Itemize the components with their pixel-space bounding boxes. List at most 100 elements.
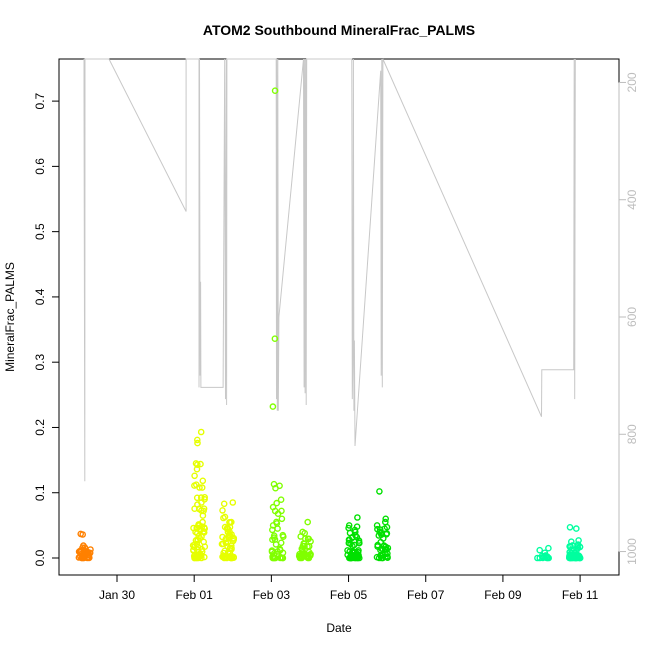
data-point <box>536 546 544 554</box>
data-point <box>305 535 313 543</box>
data-point <box>279 533 287 541</box>
data-point <box>384 544 392 552</box>
data-point <box>349 549 357 556</box>
altitude-line <box>83 58 576 482</box>
data-point <box>301 542 308 550</box>
data-point <box>194 543 202 551</box>
data-point <box>200 553 208 561</box>
data-point <box>305 554 313 562</box>
y-tick-label: 0.7 <box>33 92 47 109</box>
data-point <box>222 553 230 560</box>
data-point <box>192 481 200 489</box>
y2-axis: 200 400 600 800 1000 <box>618 72 639 565</box>
data-point <box>201 525 208 533</box>
data-point <box>354 514 361 521</box>
data-point <box>220 514 227 522</box>
data-point <box>79 531 86 538</box>
y2-tick-label: 800 <box>625 424 639 444</box>
data-point <box>194 554 202 562</box>
data-point <box>197 428 205 436</box>
data-point <box>379 554 387 562</box>
y-tick-label: 0.6 <box>33 158 47 175</box>
data-point <box>569 542 576 549</box>
data-point <box>78 554 86 561</box>
data-point <box>193 436 201 444</box>
data-point <box>193 540 201 548</box>
data-point <box>268 526 276 534</box>
data-point <box>229 499 237 506</box>
data-point <box>273 499 281 507</box>
plot-frame <box>58 58 620 576</box>
y2-tick-label: 1000 <box>625 538 639 565</box>
data-point <box>225 531 233 539</box>
data-point <box>272 541 280 548</box>
data-point <box>230 536 237 543</box>
data-point <box>278 515 286 523</box>
data-point <box>198 484 206 491</box>
data-point <box>576 543 584 551</box>
data-point <box>540 553 547 561</box>
data-point <box>352 554 359 561</box>
altitude-trace <box>83 58 576 482</box>
data-point <box>194 501 201 508</box>
data-point <box>374 541 382 549</box>
data-point <box>376 488 383 495</box>
data-point <box>571 549 578 557</box>
data-point <box>269 403 277 410</box>
data-point <box>226 544 234 552</box>
x-tick-label: Feb 07 <box>407 588 445 602</box>
data-point <box>220 500 228 508</box>
data-point <box>191 472 198 480</box>
data-point <box>301 535 309 543</box>
data-point <box>346 536 353 544</box>
data-point <box>272 484 279 492</box>
data-point <box>190 546 197 554</box>
data-point <box>193 461 201 469</box>
data-point <box>352 532 359 539</box>
data-point <box>373 522 381 529</box>
y-tick-label: 0.0 <box>33 549 47 566</box>
data-point <box>271 335 279 343</box>
data-points <box>75 87 584 562</box>
x-tick-label: Feb 05 <box>330 588 368 602</box>
y2-tick-label: 600 <box>625 307 639 327</box>
data-point <box>377 529 385 537</box>
x-tick-label: Feb 03 <box>253 588 291 602</box>
y-axis-label: MineralFrac_PALMS <box>3 262 17 372</box>
data-point <box>573 525 580 532</box>
data-point <box>304 518 312 526</box>
data-point <box>219 507 226 514</box>
data-point <box>271 87 279 94</box>
data-point <box>279 554 287 562</box>
data-point <box>355 537 363 544</box>
data-point <box>545 544 552 552</box>
data-point <box>568 554 576 561</box>
data-point <box>344 547 351 554</box>
x-tick-label: Feb 01 <box>176 588 214 602</box>
x-tick-label: Feb 11 <box>562 588 599 602</box>
y-axis: 0.0 0.1 0.2 0.3 0.4 0.5 0.6 0.7 <box>33 92 60 566</box>
x-tick-label: Jan 30 <box>99 588 135 602</box>
data-point <box>221 523 229 531</box>
data-point <box>193 494 201 502</box>
data-point <box>226 519 234 526</box>
data-point <box>345 539 353 547</box>
data-point <box>278 507 285 515</box>
data-point <box>194 537 202 544</box>
data-point <box>272 554 279 562</box>
data-point <box>374 525 381 533</box>
data-point <box>85 554 93 562</box>
data-point <box>270 534 278 541</box>
data-point <box>375 554 383 562</box>
data-point <box>355 547 362 554</box>
data-point <box>194 551 202 559</box>
data-point <box>277 496 285 504</box>
data-point <box>383 523 391 531</box>
data-point <box>197 460 204 468</box>
data-point <box>198 507 205 514</box>
y-tick-label: 0.1 <box>33 484 47 501</box>
data-point <box>199 477 207 485</box>
data-point <box>190 524 197 532</box>
data-point <box>274 525 281 532</box>
